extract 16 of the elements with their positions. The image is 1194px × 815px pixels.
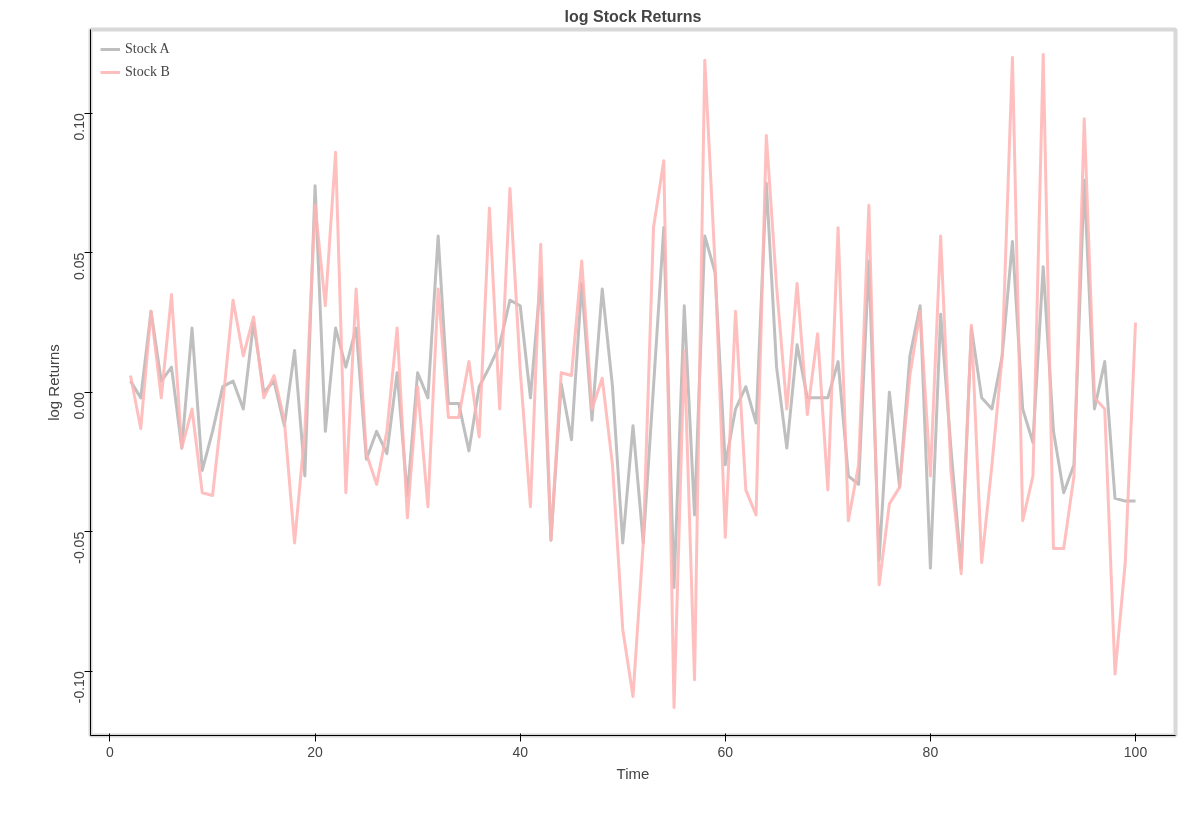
legend-label: Stock A	[125, 41, 170, 57]
y-axis-title: log Returns	[44, 344, 62, 421]
x-tick-label: 0	[106, 743, 115, 760]
y-tick-label: 0.05	[71, 252, 88, 280]
legend-label: Stock B	[125, 64, 170, 80]
y-tick-label: -0.05	[71, 531, 88, 564]
y-tick-label: 0.00	[71, 392, 88, 420]
x-tick-label: 40	[512, 743, 529, 760]
y-tick-label: -0.10	[71, 671, 88, 704]
x-axis-title: Time	[616, 764, 650, 782]
x-tick-label: 20	[307, 743, 324, 760]
x-tick-label: 100	[1123, 743, 1148, 760]
x-tick-label: 60	[717, 743, 734, 760]
x-tick-label: 80	[922, 743, 939, 760]
chart-title: log Stock Returns	[564, 7, 702, 25]
y-tick-label: 0.10	[71, 113, 88, 141]
